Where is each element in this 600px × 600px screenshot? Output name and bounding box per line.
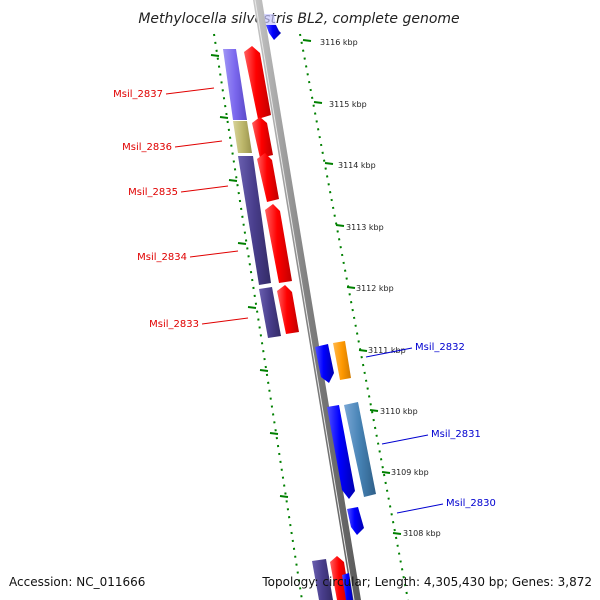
gene-arrow-forward	[277, 285, 299, 334]
map-title: Methylocella silvestris BL2, complete ge…	[138, 11, 459, 27]
scale-label: 3115 kbp	[329, 100, 367, 109]
scale-label: 3110 kbp	[380, 407, 418, 416]
scale-label: 3113 kbp	[346, 223, 384, 232]
gene-label: Msil_2832	[415, 342, 465, 353]
gene-label: Msil_2830	[446, 498, 496, 509]
gene-label: Msil_2834	[137, 252, 187, 263]
tick-track-right	[299, 33, 409, 600]
gene-label: Msil_2835	[128, 187, 178, 198]
scale-label: 3112 kbp	[356, 284, 394, 293]
gene-arrow-forward	[252, 117, 273, 158]
scale-label: 3109 kbp	[391, 468, 429, 477]
bottom-genes	[312, 556, 353, 600]
gene-arrow-forward	[244, 46, 271, 119]
forward-genes	[244, 46, 299, 334]
gene-arrow-forward	[257, 153, 279, 202]
scale-label: 3111 kbp	[368, 346, 406, 355]
right-gene-labels: Msil_2832 Msil_2831 Msil_2830	[365, 342, 496, 514]
gene-label: Msil_2836	[122, 142, 172, 153]
gene-arrow-reverse	[347, 507, 364, 535]
gene-label: Msil_2831	[431, 429, 481, 440]
major-ticks-left	[210, 54, 289, 498]
scale-label: 3108 kbp	[403, 529, 441, 538]
gene-label: Msil_2833	[149, 319, 199, 330]
gene-arrow-reverse	[315, 344, 334, 383]
scale-label: 3114 kbp	[338, 161, 376, 170]
gene-arrow-reverse	[266, 25, 281, 40]
accession-text: Accession: NC_011666	[9, 575, 145, 589]
reverse-genes	[315, 344, 364, 535]
left-gene-labels: Msil_2837 Msil_2836 Msil_2835 Msil_2834 …	[113, 87, 249, 330]
major-ticks-right	[302, 39, 402, 535]
gene-arrow-reverse	[327, 405, 355, 499]
annotation-blocks-left	[223, 49, 281, 338]
gene-label: Msil_2837	[113, 89, 163, 100]
annotation-blocks-right	[333, 341, 376, 497]
genome-summary: Topology: circular; Length: 4,305,430 bp…	[261, 575, 592, 589]
gene-arrow-forward	[265, 204, 292, 283]
scale-label: 3116 kbp	[320, 38, 358, 47]
